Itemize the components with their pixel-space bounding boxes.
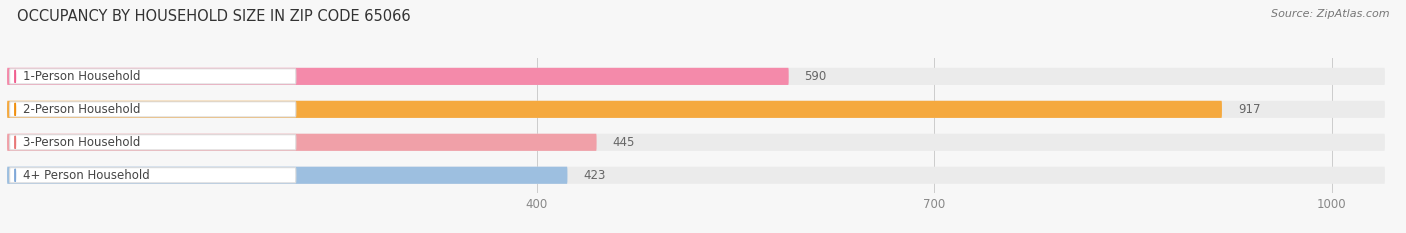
Text: 423: 423 [583,169,606,182]
FancyBboxPatch shape [7,68,1385,85]
FancyBboxPatch shape [10,168,295,183]
Text: 4+ Person Household: 4+ Person Household [24,169,150,182]
FancyBboxPatch shape [10,102,295,117]
Text: 2-Person Household: 2-Person Household [24,103,141,116]
Text: 1-Person Household: 1-Person Household [24,70,141,83]
Text: 3-Person Household: 3-Person Household [24,136,141,149]
Text: Source: ZipAtlas.com: Source: ZipAtlas.com [1271,9,1389,19]
FancyBboxPatch shape [7,101,1222,118]
FancyBboxPatch shape [7,167,1385,184]
FancyBboxPatch shape [10,135,295,150]
FancyBboxPatch shape [10,69,295,84]
FancyBboxPatch shape [7,167,568,184]
Text: 917: 917 [1237,103,1260,116]
FancyBboxPatch shape [7,134,1385,151]
FancyBboxPatch shape [7,68,789,85]
Text: 590: 590 [804,70,827,83]
FancyBboxPatch shape [7,134,596,151]
Text: 445: 445 [613,136,636,149]
FancyBboxPatch shape [7,101,1385,118]
Text: OCCUPANCY BY HOUSEHOLD SIZE IN ZIP CODE 65066: OCCUPANCY BY HOUSEHOLD SIZE IN ZIP CODE … [17,9,411,24]
